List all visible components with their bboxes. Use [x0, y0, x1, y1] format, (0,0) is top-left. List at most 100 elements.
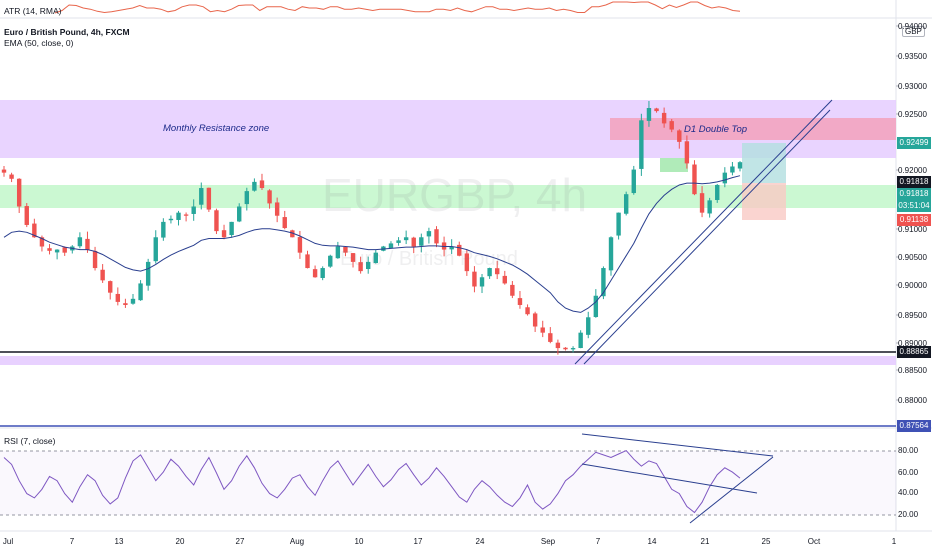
candle-body[interactable]	[578, 332, 583, 349]
candle-body[interactable]	[32, 223, 37, 238]
candle-body[interactable]	[548, 333, 553, 342]
candle-body[interactable]	[358, 262, 363, 272]
rsi-trend-top[interactable]	[581, 433, 774, 457]
candle-body[interactable]	[737, 162, 743, 169]
candle-body[interactable]	[145, 261, 151, 286]
candle-body[interactable]	[153, 237, 158, 262]
atr-line[interactable]	[54, 1, 741, 14]
candle-body[interactable]	[373, 252, 378, 264]
currency-badge[interactable]: GBP	[902, 26, 925, 37]
candle-body[interactable]	[722, 172, 728, 184]
candle-body[interactable]	[9, 174, 14, 179]
candle-body[interactable]	[335, 246, 341, 259]
candle-body[interactable]	[1, 169, 7, 173]
candle-body[interactable]	[244, 191, 250, 205]
candle-body[interactable]	[176, 212, 181, 220]
candle-body[interactable]	[586, 317, 591, 335]
candle-body[interactable]	[411, 237, 416, 247]
candle-body[interactable]	[616, 212, 621, 236]
candle-body[interactable]	[472, 271, 477, 287]
candle-body[interactable]	[168, 218, 174, 221]
candle-body[interactable]	[593, 295, 599, 318]
candle-body[interactable]	[639, 120, 644, 169]
candle-body[interactable]	[237, 206, 242, 222]
candle-body[interactable]	[730, 166, 735, 173]
stop-box[interactable]	[742, 183, 786, 220]
candle-body[interactable]	[252, 181, 257, 191]
candle-body[interactable]	[123, 303, 128, 305]
candle-body[interactable]	[403, 237, 409, 241]
candle-body[interactable]	[517, 298, 523, 305]
price-axis[interactable]	[896, 25, 899, 401]
candle-body[interactable]	[350, 253, 356, 262]
candle-body[interactable]	[396, 240, 401, 243]
candle-body[interactable]	[274, 202, 280, 216]
candle-body[interactable]	[328, 255, 333, 267]
candle-body[interactable]	[199, 188, 204, 205]
price-tag-last[interactable]: 0.91818	[897, 176, 931, 188]
candle-body[interactable]	[85, 238, 90, 250]
candle-body[interactable]	[502, 275, 507, 284]
candle-body[interactable]	[221, 230, 227, 238]
rsi-indicator-label[interactable]: RSI (7, close)	[4, 436, 56, 446]
support-zone[interactable]	[0, 185, 896, 208]
candle-body[interactable]	[510, 284, 515, 296]
candle-body[interactable]	[115, 293, 121, 302]
candle-body[interactable]	[426, 231, 432, 237]
atr-indicator-label[interactable]: ATR (14, RMA)	[4, 6, 62, 16]
lower-zone[interactable]	[0, 356, 896, 365]
candle-body[interactable]	[92, 250, 98, 269]
rsi-trend-mid[interactable]	[581, 463, 758, 494]
candle-body[interactable]	[54, 249, 60, 253]
candle-body[interactable]	[191, 206, 196, 214]
candle-body[interactable]	[259, 180, 265, 189]
candle-body[interactable]	[62, 247, 67, 253]
candle-body[interactable]	[684, 141, 690, 164]
price-tag-stop[interactable]: 0.91138	[897, 214, 931, 226]
candle-body[interactable]	[130, 298, 136, 304]
candle-body[interactable]	[669, 121, 674, 130]
symbol-title[interactable]: Euro / British Pound, 4h, FXCM	[4, 27, 130, 37]
candle-body[interactable]	[601, 268, 606, 297]
candle-body[interactable]	[206, 187, 212, 210]
candle-body[interactable]	[419, 237, 424, 246]
rsi-trend-bottom[interactable]	[689, 456, 774, 524]
candle-body[interactable]	[16, 178, 22, 207]
candle-body[interactable]	[555, 342, 561, 349]
candle-body[interactable]	[388, 243, 394, 249]
ema-line[interactable]	[3, 175, 741, 313]
candle-body[interactable]	[312, 269, 318, 278]
candle-body[interactable]	[267, 190, 272, 204]
candle-body[interactable]	[464, 253, 470, 272]
candle-body[interactable]	[108, 281, 113, 293]
trendline-upper[interactable]	[583, 109, 831, 365]
candle-body[interactable]	[677, 130, 682, 142]
candle-body[interactable]	[343, 246, 348, 253]
candle-body[interactable]	[47, 248, 52, 251]
price-tag-support[interactable]: 0.88865	[897, 346, 931, 358]
candle-body[interactable]	[214, 210, 219, 232]
candle-body[interactable]	[290, 230, 295, 238]
candle-body[interactable]	[570, 348, 576, 350]
price-tag-top[interactable]: 0.92499	[897, 137, 931, 149]
trendline-lower[interactable]	[574, 99, 833, 365]
candle-body[interactable]	[479, 277, 485, 287]
candle-body[interactable]	[646, 108, 652, 121]
candle-body[interactable]	[457, 244, 462, 256]
candle-body[interactable]	[692, 164, 697, 195]
double-top-zone[interactable]	[610, 118, 896, 140]
candle-body[interactable]	[320, 268, 325, 278]
candle-body[interactable]	[699, 193, 705, 213]
candle-body[interactable]	[366, 261, 371, 270]
candle-body[interactable]	[608, 237, 614, 271]
candle-body[interactable]	[297, 237, 303, 253]
rsi-line[interactable]	[3, 449, 741, 514]
price-tag-last-2[interactable]: 0.91818	[897, 188, 931, 200]
candle-body[interactable]	[449, 246, 454, 250]
candle-body[interactable]	[623, 194, 629, 214]
price-tag-lower[interactable]: 0.87564	[897, 420, 931, 432]
candle-body[interactable]	[661, 112, 667, 124]
candle-body[interactable]	[161, 221, 166, 238]
candle-body[interactable]	[631, 169, 636, 194]
